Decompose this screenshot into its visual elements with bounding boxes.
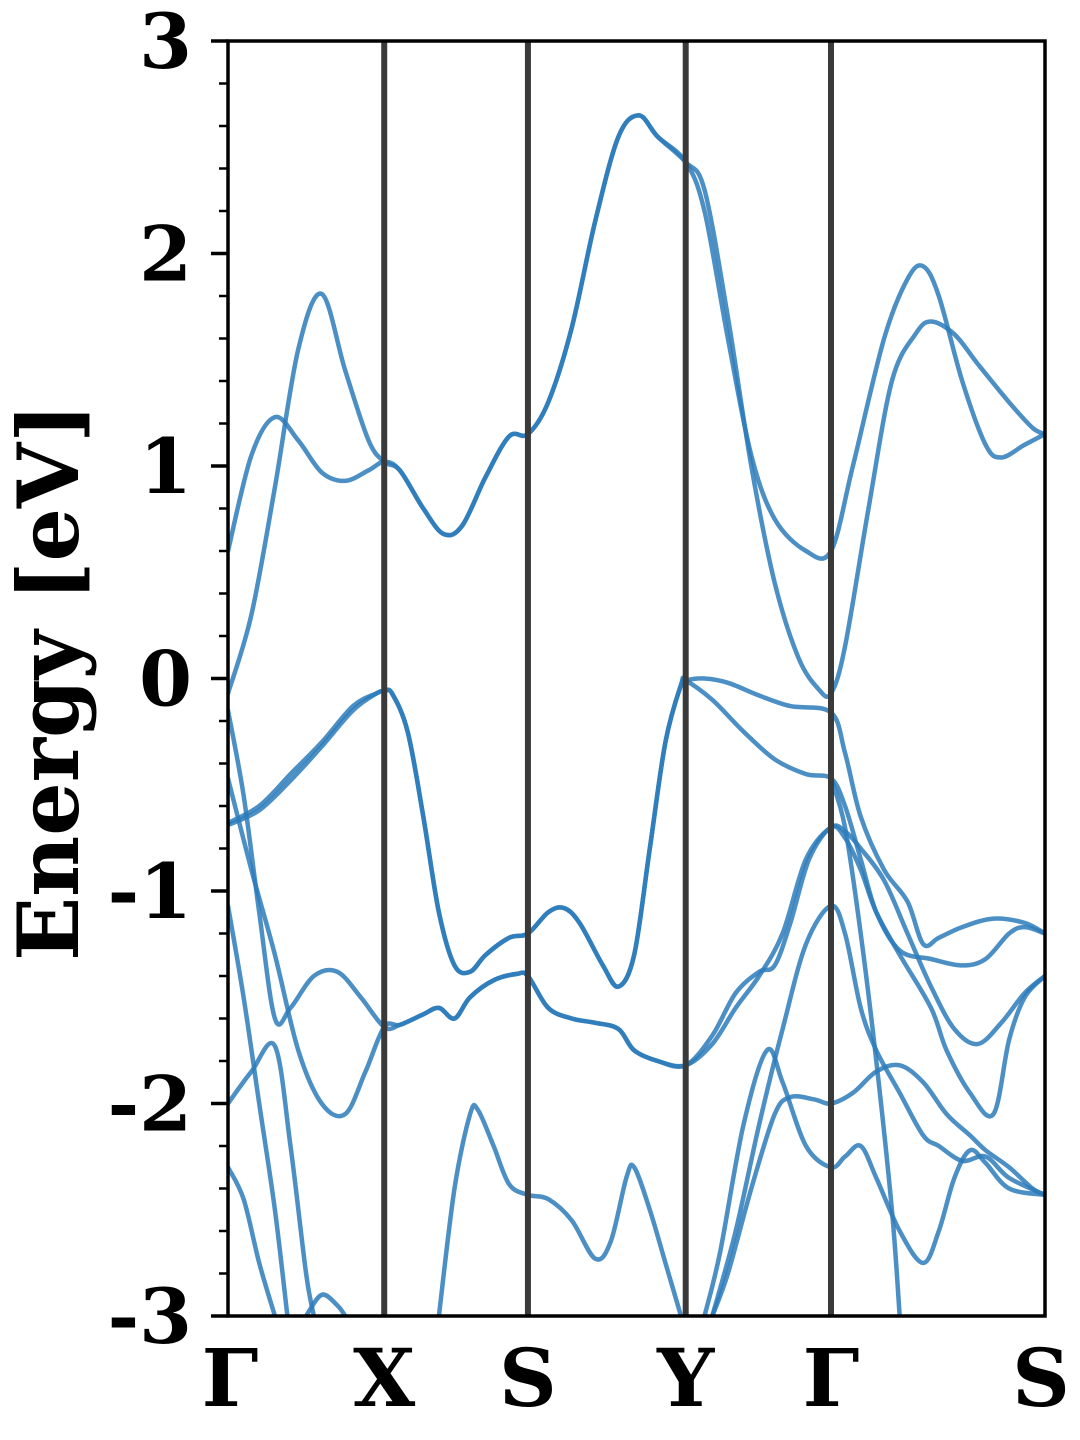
y-tick-label: -1 xyxy=(108,847,192,936)
y-tick-label: 3 xyxy=(139,0,192,86)
band-line-12 xyxy=(710,1062,1045,1316)
k-point-label: Y xyxy=(656,1331,715,1425)
band-line-7 xyxy=(228,1040,317,1316)
y-tick-label: 2 xyxy=(139,210,192,299)
k-point-label: S xyxy=(499,1331,557,1425)
y-tick-label: -3 xyxy=(108,1272,192,1361)
band-line-13 xyxy=(702,1046,1045,1316)
band-line-8 xyxy=(228,903,290,1316)
plot-frame xyxy=(226,39,1047,1318)
band-line-14 xyxy=(710,903,1045,1316)
k-point-label: Γ xyxy=(202,1331,259,1425)
y-tick-label: 1 xyxy=(139,422,192,511)
band-line-9 xyxy=(228,1165,278,1316)
k-point-label: X xyxy=(353,1331,415,1425)
y-axis-tick-labels: 3 2 1 0 -1 -2 -3 xyxy=(108,0,192,1361)
band-line-5 xyxy=(228,708,1045,1069)
high-symmetry-lines xyxy=(381,41,834,1316)
band-line-15 xyxy=(828,776,902,1316)
y-tick-label: 0 xyxy=(139,635,192,724)
band-line-10 xyxy=(303,1292,348,1316)
band-line-6 xyxy=(228,776,1045,1119)
y-axis-ticks xyxy=(211,39,228,1318)
band-line-2 xyxy=(228,113,1045,561)
k-point-label: Γ xyxy=(803,1331,860,1425)
band-lines xyxy=(228,113,1045,1316)
k-point-label: S xyxy=(1012,1331,1070,1425)
y-axis-title: Energy [eV] xyxy=(0,403,98,961)
y-tick-label: -2 xyxy=(108,1060,192,1149)
band-line-11 xyxy=(436,1102,684,1316)
band-line-1 xyxy=(228,113,1045,699)
